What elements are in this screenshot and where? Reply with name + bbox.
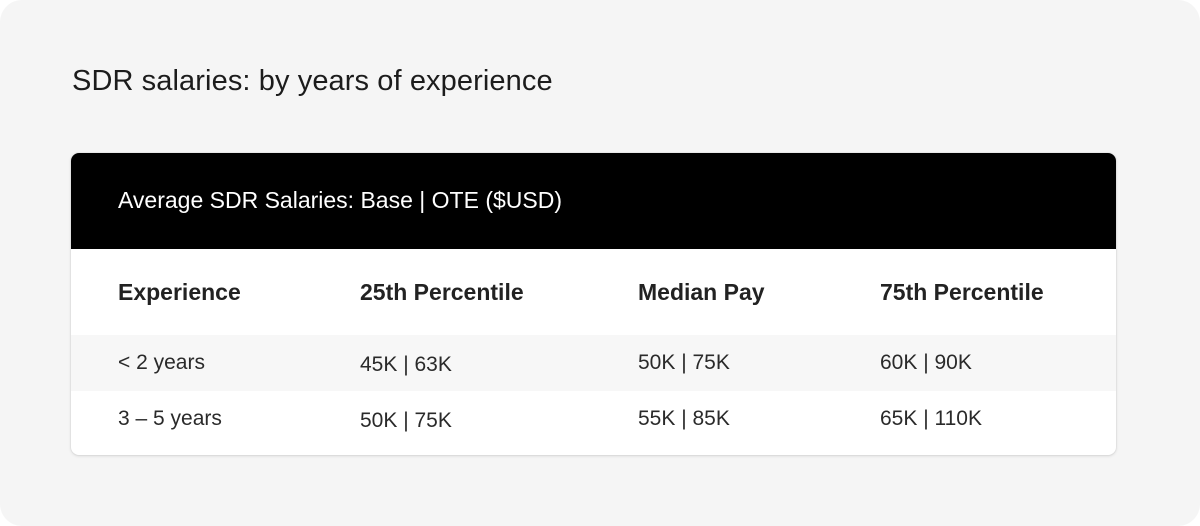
experience-cell: < 2 years xyxy=(118,351,205,374)
page-title: SDR salaries: by years of experience xyxy=(72,65,553,97)
column-header-75th-percentile: 75th Percentile xyxy=(880,279,1044,305)
table-header-row: Experience 25th Percentile Median Pay 75… xyxy=(71,249,1116,335)
table-row: < 2 years 45K | 63K 50K | 75K 60K | 90K xyxy=(71,335,1116,391)
p75-cell: 60K | 90K xyxy=(880,351,972,374)
table-title: Average SDR Salaries: Base | OTE ($USD) xyxy=(118,187,562,213)
median-cell: 55K | 85K xyxy=(638,407,730,430)
salary-table-card: Average SDR Salaries: Base | OTE ($USD) … xyxy=(71,153,1116,455)
median-cell: 50K | 75K xyxy=(638,351,730,374)
p25-cell: 45K | 63K xyxy=(360,353,452,376)
p25-cell: 50K | 75K xyxy=(360,409,452,432)
column-header-experience: Experience xyxy=(118,279,241,305)
column-header-25th-percentile: 25th Percentile xyxy=(360,279,524,305)
table-row: 3 – 5 years 50K | 75K 55K | 85K 65K | 11… xyxy=(71,391,1116,447)
table-header-bar: Average SDR Salaries: Base | OTE ($USD) xyxy=(71,153,1116,249)
column-header-median-pay: Median Pay xyxy=(638,279,765,305)
p75-cell: 65K | 110K xyxy=(880,407,982,430)
experience-cell: 3 – 5 years xyxy=(118,407,222,430)
